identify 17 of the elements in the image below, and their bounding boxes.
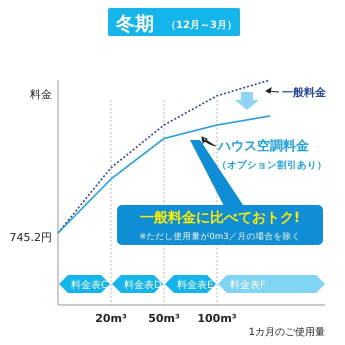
x-tick-label: 100m³ bbox=[197, 312, 237, 325]
annotation: （オプション割引あり） bbox=[217, 159, 327, 171]
annotation: 料金表D bbox=[124, 279, 162, 291]
annotation: ※ただし使用量が0m3／月の場合を除く bbox=[139, 231, 301, 242]
series-label: ハウス空調料金 bbox=[217, 138, 310, 154]
chart-title: 冬期 bbox=[115, 13, 154, 35]
annotation: 一般料金に比べておトク! bbox=[140, 210, 300, 226]
annotation: 料金表C bbox=[71, 279, 108, 291]
x-tick-label: 50m³ bbox=[148, 312, 180, 325]
x-tick-label: 20m³ bbox=[95, 312, 127, 325]
annotation: 料金表E bbox=[177, 279, 214, 291]
series-label: 一般料金 bbox=[282, 86, 327, 99]
x-axis-title: 1カ月のご使用量 bbox=[248, 327, 325, 338]
y-axis-title: 料金 bbox=[30, 88, 52, 101]
chart-subtitle: （12月～3月） bbox=[166, 20, 237, 31]
annotation: 料金表F bbox=[230, 279, 266, 291]
text: 745.2円 bbox=[10, 231, 52, 244]
